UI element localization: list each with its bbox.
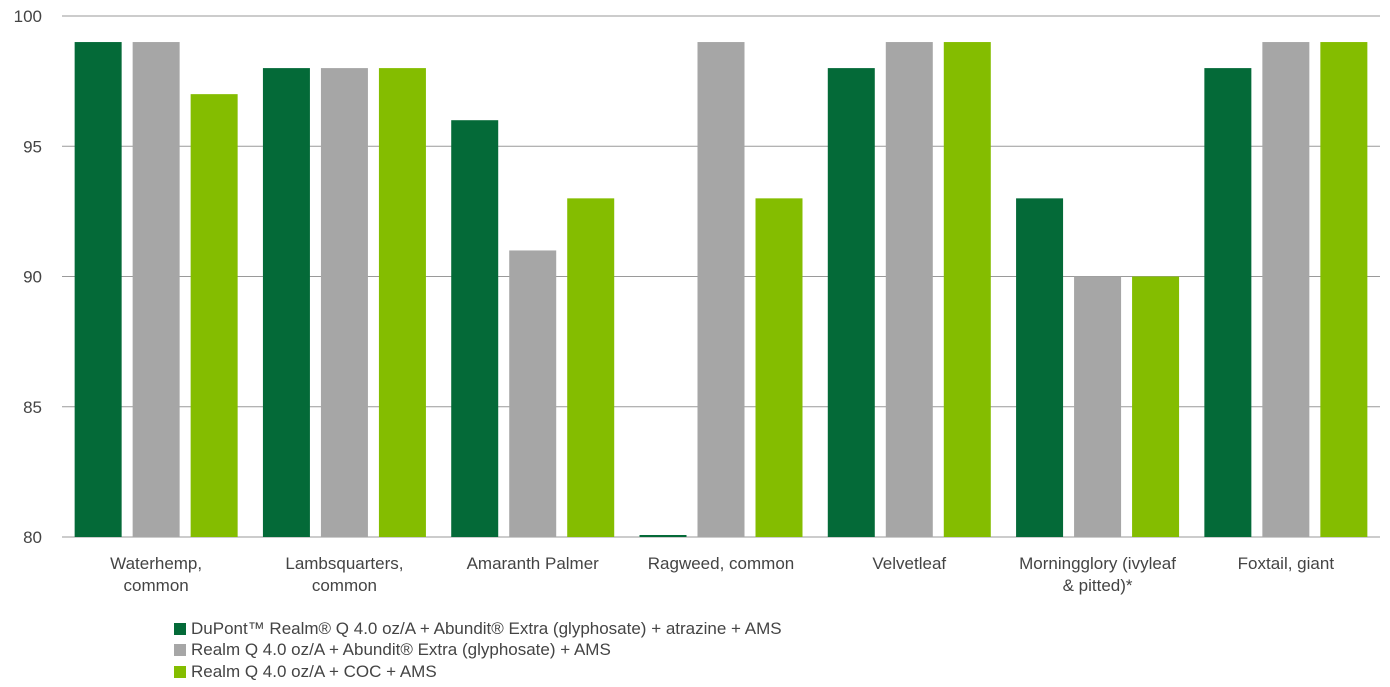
bar-series-3-cat-4 [755,198,803,537]
y-tick-label-90: 90 [23,268,42,287]
legend: DuPont™ Realm® Q 4.0 oz/A + Abundit® Ext… [174,618,1074,683]
bar-series-2-cat-2 [320,68,368,537]
bar-series-1-cat-1 [74,42,122,538]
bar-series-3-cat-2 [378,68,426,537]
x-category-label-7: Foxtail, giant [1238,554,1335,573]
bar-series-1-cat-6 [1016,198,1064,537]
bar-series-1-cat-7 [1204,68,1252,537]
x-category-label-4: Ragweed, common [648,554,794,573]
bar-series-3-cat-1 [190,94,238,538]
legend-label-series-2: Realm Q 4.0 oz/A + Abundit® Extra (glyph… [191,640,611,660]
y-tick-label-80: 80 [23,528,42,547]
x-category-label-2: Lambsquarters, common [285,554,403,595]
y-tick-label-85: 85 [23,398,42,417]
legend-swatch-series-2 [174,644,186,657]
legend-label-series-1: DuPont™ Realm® Q 4.0 oz/A + Abundit® Ext… [191,618,782,638]
chart-svg: 80 85 90 95 100 Waterhemp, common Lambsquarters… [14,7,1380,595]
legend-item-series-3: Realm Q 4.0 oz/A + COC + AMS [174,661,1074,683]
legend-label-series-3: Realm Q 4.0 oz/A + COC + AMS [191,661,437,681]
legend-item-series-2: Realm Q 4.0 oz/A + Abundit® Extra (glyph… [174,640,1074,662]
x-category-label-6: Morningglory (ivyleaf & pitted)* [1019,554,1176,595]
bar-series-3-cat-5 [943,42,991,538]
bar-series-1-cat-2 [262,68,310,537]
x-category-label-5: Velvetleaf [872,554,946,573]
bar-series-3-cat-6 [1132,276,1180,537]
bar-series-2-cat-6 [1074,276,1122,537]
bar-series-2-cat-5 [885,42,933,538]
x-category-label-3: Amaranth Palmer [467,554,600,573]
bar-chart: 80 85 90 95 100 Waterhemp, common Lambsquarters… [14,7,1380,595]
bar-series-1-cat-4 [639,535,687,537]
bar-series-3-cat-7 [1320,42,1368,538]
y-tick-label-95: 95 [23,137,42,156]
legend-swatch-series-1 [174,622,186,635]
bar-series-2-cat-7 [1262,42,1310,538]
bar-series-2-cat-1 [132,42,180,538]
x-category-label-1: Waterhemp, common [110,554,202,595]
y-tick-label-100: 100 [14,7,42,26]
legend-swatch-series-3 [174,665,186,678]
legend-item-series-1: DuPont™ Realm® Q 4.0 oz/A + Abundit® Ext… [174,618,1074,640]
bar-series-2-cat-4 [697,42,745,538]
bar-series-1-cat-3 [451,120,499,537]
bar-series-2-cat-3 [509,250,557,537]
bar-series-3-cat-3 [567,198,615,537]
bar-series-1-cat-5 [827,68,875,537]
